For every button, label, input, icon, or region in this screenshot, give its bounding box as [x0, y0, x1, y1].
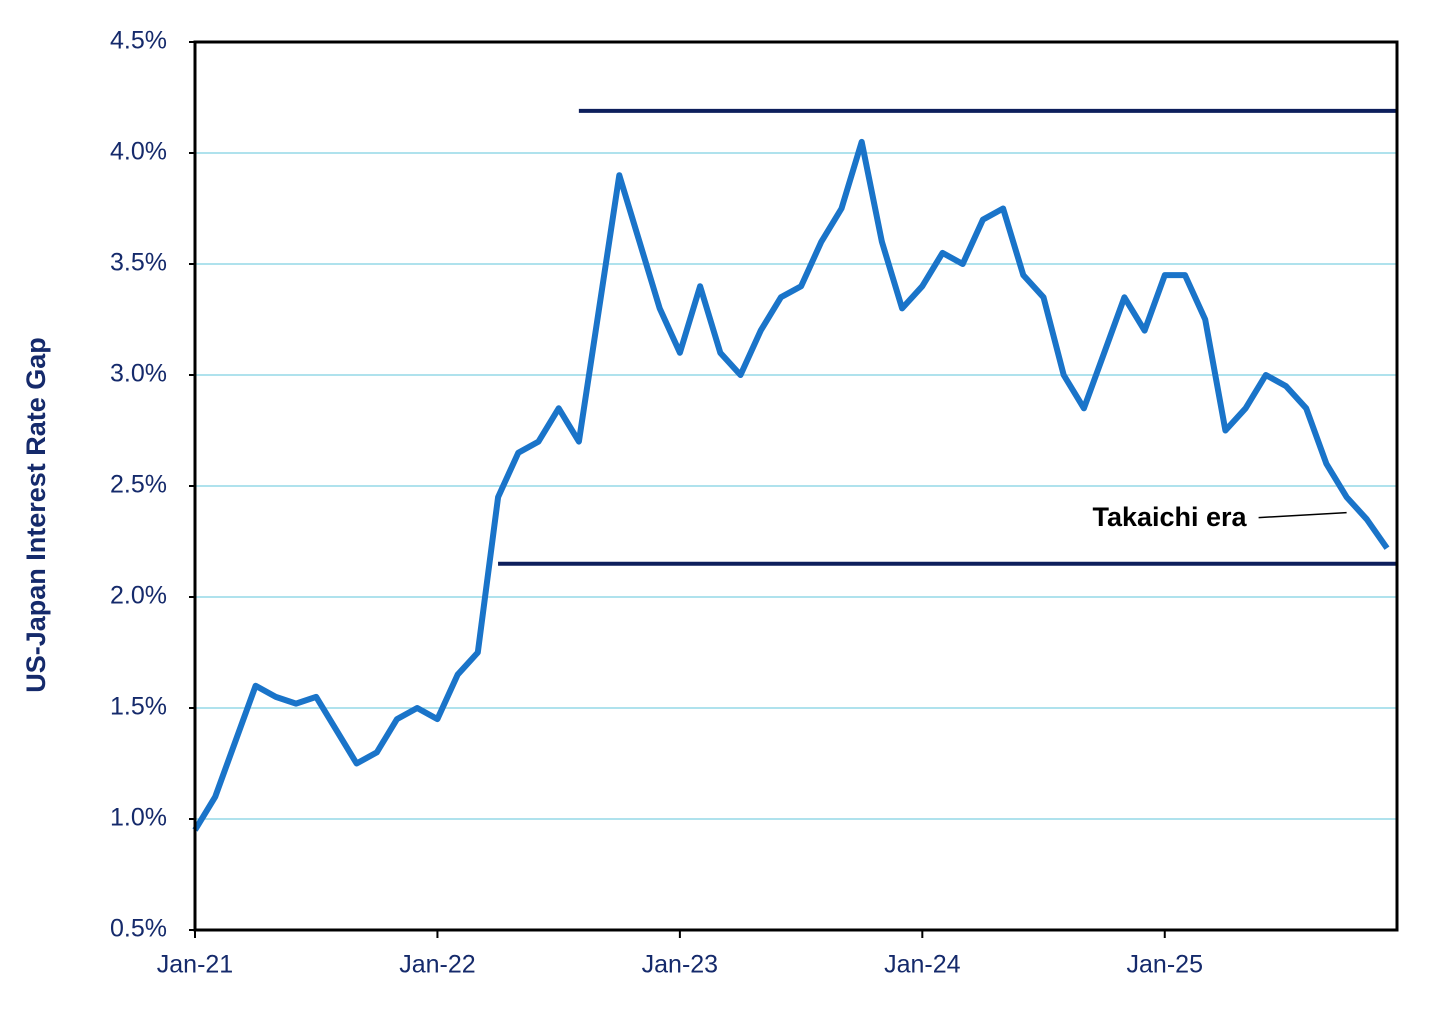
x-tick-label: Jan-23	[642, 951, 718, 979]
x-tick-label: Jan-21	[157, 951, 233, 979]
y-tick-label: 3.5%	[110, 249, 167, 277]
y-tick-label: 3.0%	[110, 360, 167, 388]
y-tick-label: 1.0%	[110, 804, 167, 832]
y-tick-label: 2.0%	[110, 582, 167, 610]
annotation-text: Takaichi era	[1092, 502, 1247, 532]
x-tick-label: Jan-25	[1127, 951, 1203, 979]
x-tick-label: Jan-22	[399, 951, 475, 979]
y-tick-label: 1.5%	[110, 693, 167, 721]
y-tick-label: 2.5%	[110, 471, 167, 499]
annotation-arrow	[1258, 511, 1347, 519]
x-tick-label: Jan-24	[884, 951, 961, 979]
data-line	[192, 138, 1390, 832]
y-tick-label: 4.5%	[110, 27, 167, 55]
plot-frame	[193, 40, 1399, 932]
y-axis-label: US-Japan Interest Rate Gap	[21, 337, 51, 693]
y-tick-label: 4.0%	[110, 138, 167, 166]
y-tick-label: 0.5%	[110, 915, 167, 943]
